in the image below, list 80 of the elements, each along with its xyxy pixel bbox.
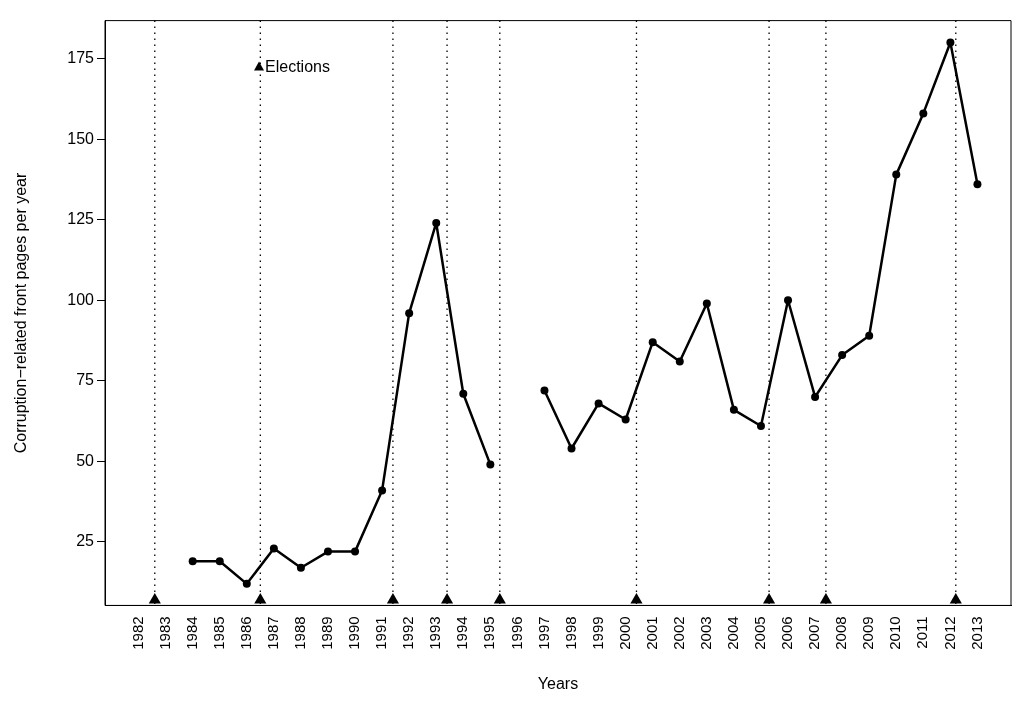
x-tick-label: 2012 [940, 616, 958, 650]
x-tick-label: 2001 [642, 616, 660, 650]
point [296, 563, 305, 572]
point [621, 415, 630, 424]
x-tick-label: 2006 [778, 616, 796, 650]
y-tick-label: 75 [76, 371, 95, 389]
point [702, 299, 711, 308]
point [432, 218, 441, 227]
y-tick-label: 100 [67, 290, 95, 308]
x-tick-label: 1984 [182, 616, 200, 650]
x-tick-label: 1998 [561, 616, 579, 650]
point [269, 544, 278, 553]
legend-label: Elections [265, 58, 330, 76]
point [323, 547, 332, 556]
x-tick-label: 1992 [399, 616, 417, 650]
x-tick-label: 1993 [426, 616, 444, 650]
point [440, 592, 454, 604]
point [865, 331, 874, 340]
x-tick-label: 2007 [805, 616, 823, 650]
x-tick-label: 2011 [913, 616, 931, 649]
x-tick-label: 1987 [264, 616, 281, 650]
point [493, 592, 506, 604]
x-tick-label: 1988 [291, 616, 309, 650]
x-tick-label: 2002 [669, 616, 687, 650]
point [405, 309, 414, 318]
x-tick-label: 1983 [155, 616, 173, 650]
y-tick-label: 175 [67, 49, 95, 67]
x-tick-label: 2005 [751, 616, 769, 650]
point [784, 296, 793, 305]
point [949, 592, 962, 604]
x-tick-label: 2010 [886, 616, 904, 650]
point [351, 547, 360, 556]
x-tick-label: 2004 [724, 616, 742, 650]
x-tick-label: 1985 [209, 616, 227, 650]
x-axis-title: Years [537, 674, 579, 692]
point [819, 592, 832, 604]
x-tick-label: 1994 [453, 616, 471, 650]
point [919, 109, 928, 118]
point [763, 592, 776, 604]
point [540, 386, 549, 395]
x-tick-label: 1995 [480, 616, 498, 650]
point [215, 557, 224, 566]
x-tick-label: 2000 [615, 616, 633, 650]
y-tick-label: 50 [76, 451, 95, 469]
point [486, 460, 495, 469]
y-tick-label: 150 [67, 129, 95, 147]
point [594, 399, 603, 408]
y-axis-title: Corruption−related front pages per year [12, 172, 30, 454]
x-tick-label: 1999 [588, 616, 606, 650]
point [567, 444, 576, 453]
x-tick-label: 1990 [345, 616, 363, 650]
point [838, 351, 847, 360]
x-tick-label: 1996 [507, 616, 525, 650]
point [386, 592, 399, 604]
x-tick-label: 2013 [967, 616, 985, 650]
point [946, 38, 955, 47]
x-tick-label: 2003 [696, 616, 714, 650]
point [811, 392, 820, 401]
point [630, 592, 643, 604]
point [188, 557, 197, 566]
point [973, 180, 982, 189]
y-tick-label: 25 [76, 532, 95, 550]
x-tick-label: 1997 [534, 616, 552, 650]
x-tick-label: 2008 [832, 616, 850, 650]
point [378, 486, 387, 495]
point [756, 421, 765, 430]
point [254, 592, 267, 604]
point [892, 170, 901, 179]
point [148, 592, 161, 604]
point [648, 338, 657, 347]
point [675, 357, 684, 366]
point [459, 389, 468, 398]
x-tick-label: 1989 [318, 616, 336, 650]
x-tick-label: 1991 [372, 616, 390, 650]
point [729, 405, 738, 414]
y-tick-label: 125 [67, 210, 95, 228]
point [242, 579, 251, 588]
x-tick-label: 2009 [859, 616, 877, 650]
x-tick-label: 1982 [128, 616, 146, 650]
x-tick-label: 1986 [236, 616, 254, 650]
